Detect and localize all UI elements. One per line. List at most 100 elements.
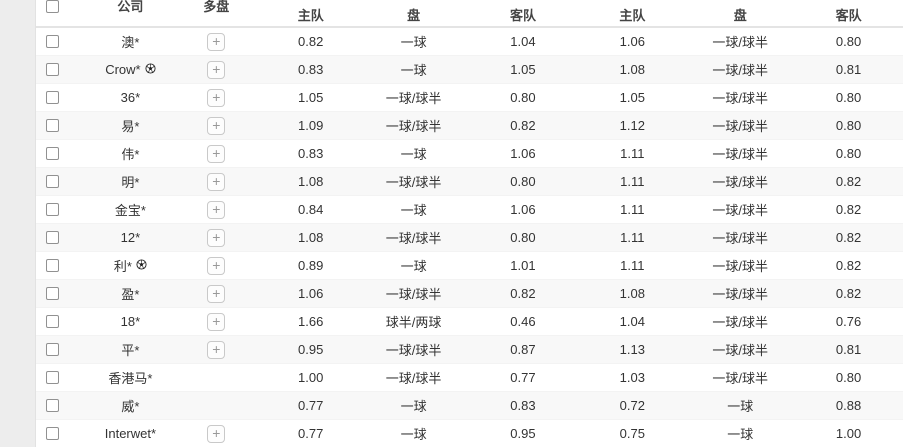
table-header: 公司 多盘 主队 盘 客队 主队 盘 客队 bbox=[36, 0, 903, 28]
g2-handicap: 一球/球半 bbox=[712, 231, 769, 246]
g1-away-odds: 0.80 bbox=[510, 174, 536, 189]
row-checkbox[interactable] bbox=[46, 119, 59, 132]
g2-home-odds: 1.13 bbox=[619, 342, 645, 357]
company-cell: 36* bbox=[90, 84, 171, 111]
multi-odds-expand-button[interactable]: + bbox=[207, 284, 226, 303]
table-row: 伟* +0.83 一球 1.06 1.11 一球/球半 0.80 bbox=[36, 140, 903, 168]
row-checkbox[interactable] bbox=[46, 343, 59, 356]
company-name: 利* bbox=[113, 259, 132, 274]
g1-home-odds: 1.08 bbox=[298, 230, 324, 245]
g1-away-odds: 0.82 bbox=[510, 118, 536, 133]
row-checkbox[interactable] bbox=[46, 427, 59, 440]
g1-home-odds: 1.00 bbox=[298, 370, 324, 385]
multi-cell: + bbox=[171, 28, 262, 55]
company-name: 香港马* bbox=[108, 371, 153, 386]
table-row: 澳* +0.82 一球 1.04 1.06 一球/球半 0.80 bbox=[36, 28, 903, 56]
row-checkbox[interactable] bbox=[46, 147, 59, 160]
g2-away-odds: 0.80 bbox=[835, 146, 862, 161]
header-cell-g2-handicap: 盘 bbox=[686, 0, 794, 26]
row-checkbox[interactable] bbox=[46, 35, 59, 48]
g1-home-odds: 0.83 bbox=[298, 62, 324, 77]
company-cell: 金宝* bbox=[90, 196, 171, 223]
multi-cell: + bbox=[171, 140, 262, 167]
table-row: 明* +1.08 一球/球半 0.80 1.11 一球/球半 0.82 bbox=[36, 168, 903, 196]
header-cell-select bbox=[36, 0, 90, 26]
g1-handicap: 一球 bbox=[400, 259, 427, 274]
multi-odds-expand-button[interactable]: + bbox=[207, 144, 226, 163]
g1-away-odds: 0.87 bbox=[510, 342, 536, 357]
checkbox-cell bbox=[36, 280, 90, 307]
multi-odds-expand-button[interactable]: + bbox=[207, 340, 226, 359]
multi-odds-expand-button[interactable]: + bbox=[207, 60, 226, 79]
multi-cell: + bbox=[171, 112, 262, 139]
g1-handicap: 一球 bbox=[400, 427, 427, 442]
multi-odds-expand-button[interactable]: + bbox=[207, 32, 226, 51]
g1-home-odds: 0.83 bbox=[298, 146, 324, 161]
header-cell-g1-handicap: 盘 bbox=[360, 0, 468, 26]
row-checkbox[interactable] bbox=[46, 91, 59, 104]
multi-odds-expand-button[interactable]: + bbox=[207, 256, 226, 275]
g2-handicap: 一球/球半 bbox=[712, 175, 769, 190]
row-checkbox[interactable] bbox=[46, 371, 59, 384]
header-cell-g1-home: 主队 bbox=[262, 0, 360, 26]
g2-away-odds: 0.81 bbox=[835, 62, 862, 77]
company-name: 威* bbox=[121, 399, 140, 414]
g1-handicap: 一球/球半 bbox=[385, 119, 442, 134]
g2-away-odds: 0.82 bbox=[835, 258, 862, 273]
row-checkbox[interactable] bbox=[46, 231, 59, 244]
g2-away-odds: 0.76 bbox=[835, 314, 862, 329]
multi-odds-expand-button[interactable]: + bbox=[207, 172, 226, 191]
table-row: 金宝* +0.84 一球 1.06 1.11 一球/球半 0.82 bbox=[36, 196, 903, 224]
multi-cell: + bbox=[171, 308, 262, 335]
g2-handicap: 一球 bbox=[727, 399, 754, 414]
select-all-checkbox[interactable] bbox=[46, 0, 59, 13]
row-checkbox[interactable] bbox=[46, 175, 59, 188]
row-checkbox[interactable] bbox=[46, 287, 59, 300]
table-row: 威* 0.77 一球 0.83 0.72 一球 0.88 bbox=[36, 392, 903, 420]
g2-away-odds: 0.80 bbox=[835, 118, 862, 133]
multi-odds-expand-button[interactable]: + bbox=[207, 228, 226, 247]
row-checkbox[interactable] bbox=[46, 315, 59, 328]
row-checkbox[interactable] bbox=[46, 399, 59, 412]
g1-handicap: 一球 bbox=[400, 147, 427, 162]
row-checkbox[interactable] bbox=[46, 203, 59, 216]
company-cell: Crow* bbox=[90, 56, 171, 83]
company-header-label: 公司 bbox=[117, 0, 144, 14]
g2-away-odds: 0.82 bbox=[835, 230, 862, 245]
g2-handicap: 一球/球半 bbox=[712, 91, 769, 106]
g2-away-odds: 0.82 bbox=[835, 202, 862, 217]
company-cell: 18* bbox=[90, 308, 171, 335]
multi-odds-expand-button[interactable]: + bbox=[207, 116, 226, 135]
g2-home-odds: 1.08 bbox=[619, 286, 645, 301]
row-checkbox[interactable] bbox=[46, 63, 59, 76]
multi-cell: + bbox=[171, 336, 262, 363]
company-cell: Interwet* bbox=[90, 420, 171, 447]
multi-cell: + bbox=[171, 56, 262, 83]
multi-odds-expand-button[interactable]: + bbox=[207, 424, 226, 443]
company-name: 易* bbox=[121, 119, 140, 134]
checkbox-cell bbox=[36, 28, 90, 55]
g2-handicap-header-label: 盘 bbox=[733, 8, 747, 23]
multi-cell: + bbox=[171, 280, 262, 307]
multi-cell: + bbox=[171, 252, 262, 279]
g2-away-odds: 0.88 bbox=[835, 398, 862, 413]
multi-cell: + bbox=[171, 420, 262, 447]
row-checkbox[interactable] bbox=[46, 259, 59, 272]
g1-handicap: 一球/球半 bbox=[385, 287, 442, 302]
company-name: 36* bbox=[120, 90, 141, 105]
header-cell-multi: 多盘 bbox=[171, 0, 262, 26]
multi-cell: + bbox=[171, 84, 262, 111]
checkbox-cell bbox=[36, 420, 90, 447]
header-cell-g1-away: 客队 bbox=[468, 0, 579, 26]
header-cell-g2-away: 客队 bbox=[794, 0, 903, 26]
company-cell: 香港马* bbox=[90, 364, 171, 391]
multi-odds-expand-button[interactable]: + bbox=[207, 312, 226, 331]
soccer-ball-icon bbox=[136, 258, 147, 273]
g2-handicap: 一球/球半 bbox=[712, 147, 769, 162]
company-name: 伟* bbox=[121, 147, 140, 162]
g2-away-header-label: 客队 bbox=[835, 8, 862, 23]
company-name: Interwet* bbox=[104, 426, 157, 441]
multi-odds-expand-button[interactable]: + bbox=[207, 88, 226, 107]
multi-odds-expand-button[interactable]: + bbox=[207, 200, 226, 219]
table-row: 36* +1.05 一球/球半 0.80 1.05 一球/球半 0.80 bbox=[36, 84, 903, 112]
